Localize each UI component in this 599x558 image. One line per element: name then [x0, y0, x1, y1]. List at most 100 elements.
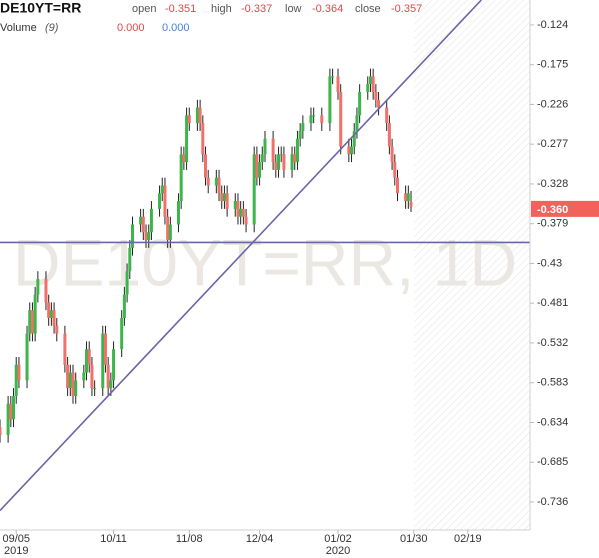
candle-body — [122, 294, 126, 318]
candle-body — [163, 185, 167, 217]
candle-body — [185, 115, 189, 163]
candle-body — [6, 403, 10, 435]
candle-body — [68, 372, 72, 389]
candle-body — [274, 162, 278, 170]
candle-body — [131, 224, 134, 248]
axes: -0.124 -0.175 -0.226 -0.277 -0.328 -0.379 -0.4… — [2, 19, 599, 557]
candle-body — [112, 349, 116, 381]
y-tick-label: -0.175 — [537, 59, 568, 71]
candle-body — [217, 177, 221, 194]
candle-body — [101, 333, 105, 389]
candle-body — [147, 232, 151, 241]
candle-body — [85, 349, 89, 373]
candle-body — [87, 349, 91, 365]
x-tick-label: 01/30 — [400, 533, 428, 545]
candle-body — [366, 84, 370, 92]
close-label: close — [355, 3, 381, 15]
x-tick-label: 10/11 — [100, 533, 127, 545]
x-year-label: 2020 — [326, 545, 350, 557]
candle-body — [279, 154, 283, 156]
candle-body — [377, 99, 381, 108]
candle-body — [25, 333, 29, 381]
candle-body — [168, 224, 172, 241]
candle-body — [222, 193, 226, 202]
candle-body — [241, 208, 245, 217]
open-value: -0.351 — [165, 3, 196, 15]
candle-body — [144, 232, 148, 241]
candle-body — [331, 76, 335, 78]
candle-body — [347, 146, 351, 155]
candle-body — [220, 193, 224, 202]
candle-body — [63, 333, 67, 365]
candle-body — [214, 177, 218, 186]
y-tick-label: -0.43 — [537, 257, 562, 269]
candle-body — [301, 123, 305, 131]
candle-body — [141, 216, 145, 233]
candle-body — [258, 162, 262, 178]
last-price-tag — [531, 200, 599, 217]
candle-body — [293, 154, 297, 163]
candle-body — [244, 216, 248, 225]
y-tick-label: -0.124 — [537, 19, 568, 31]
trend-line — [0, 0, 482, 512]
candle-body — [320, 115, 324, 124]
x-tick-label: 09/05 — [2, 533, 30, 545]
candle-body — [28, 310, 32, 334]
candle-body — [206, 177, 210, 186]
y-tick-label: -0.226 — [537, 98, 568, 110]
open-label: open — [132, 3, 156, 15]
candle-body — [295, 138, 299, 163]
candle-body — [371, 76, 375, 92]
candle-body — [309, 115, 313, 124]
candle-body — [271, 138, 275, 163]
y-tick-label: -0.685 — [537, 456, 568, 468]
candle-body — [390, 146, 394, 163]
candle-body — [393, 162, 397, 178]
candle-body — [198, 107, 202, 124]
candle-body — [55, 325, 59, 334]
y-tick-label: -0.583 — [537, 377, 568, 389]
candle-body — [128, 247, 132, 272]
y-tick-label: -0.481 — [537, 297, 568, 309]
candle-body — [9, 403, 13, 420]
candle-body — [66, 364, 70, 389]
candle-body — [71, 372, 75, 396]
candle-body — [396, 177, 399, 194]
candle-body — [252, 154, 256, 225]
x-year-label: 2019 — [4, 545, 28, 557]
candle-body — [166, 216, 170, 241]
y-tick-label: -0.277 — [537, 138, 568, 150]
candle-body — [179, 154, 183, 202]
candle-body — [125, 271, 129, 295]
y-tick-label: -0.634 — [537, 416, 568, 428]
x-tick-label: 01/02 — [324, 533, 352, 545]
candle-body — [201, 123, 205, 155]
candle-body — [109, 380, 113, 389]
candle-body — [233, 201, 237, 209]
volume-label: Volume — [0, 22, 37, 34]
x-tick-label: 12/04 — [246, 533, 274, 545]
candle-body — [409, 201, 413, 207]
y-tick-label: -0.532 — [537, 337, 568, 349]
candle-body — [374, 91, 378, 100]
candle-body — [52, 310, 56, 326]
candle-body — [0, 427, 2, 435]
candle-body — [90, 364, 94, 389]
candle-body — [47, 302, 51, 318]
candle-body — [106, 364, 110, 389]
volume-period: (9) — [45, 22, 59, 34]
candle-body — [328, 76, 332, 124]
candle-body — [182, 154, 186, 163]
header: DE10YT=RR open -0.351 high -0.337 low -0… — [0, 0, 422, 34]
y-tick-label: -0.736 — [537, 496, 568, 508]
high-value: -0.337 — [241, 3, 272, 15]
candle-body — [204, 154, 208, 178]
plot-area: DE10YT=RR, 1D — [0, 0, 530, 530]
candle-body — [355, 115, 359, 131]
candle-body — [260, 154, 264, 163]
candle-body — [352, 130, 356, 147]
volume-value: 0.000 — [162, 22, 190, 34]
candle-body — [12, 395, 16, 420]
future-area — [414, 0, 530, 530]
